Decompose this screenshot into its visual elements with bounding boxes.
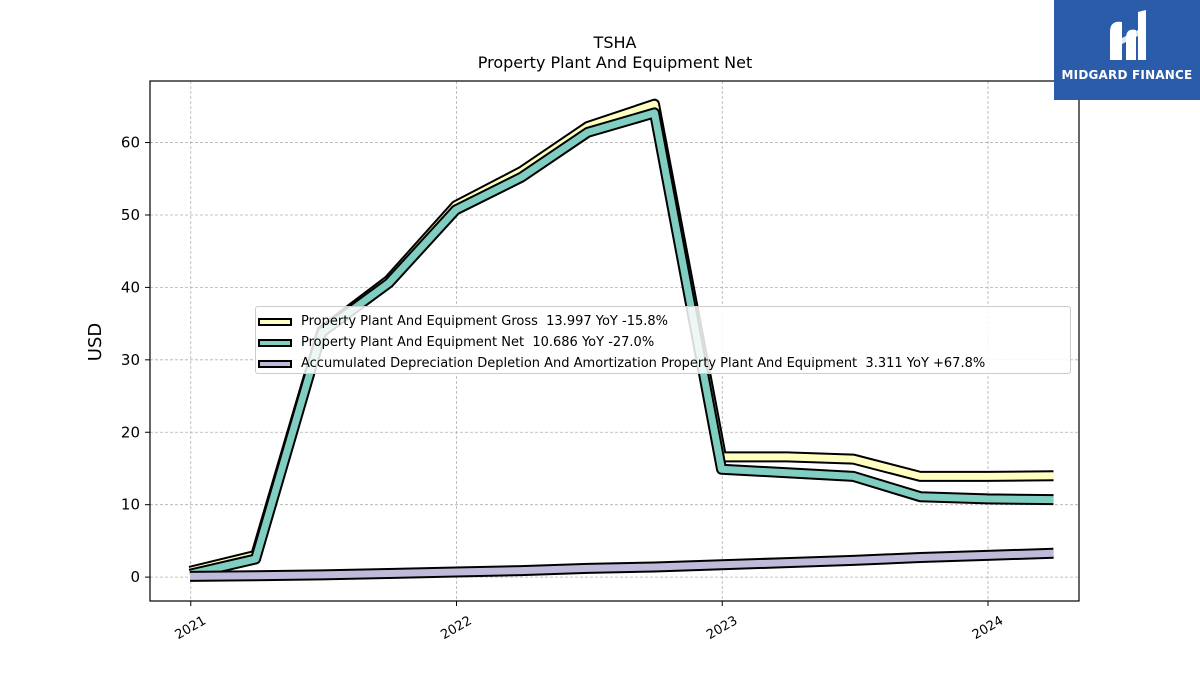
midgard-logo-mark-icon	[1110, 10, 1146, 60]
chart-subtitle: Property Plant And Equipment Net	[478, 53, 753, 72]
chart-title: TSHA	[593, 33, 637, 52]
y-tick-label: 20	[121, 423, 140, 441]
plot-frame	[149, 80, 1080, 602]
midgard-finance-logo: MIDGARD FINANCE	[1054, 0, 1200, 100]
x-tick-label: 2021	[173, 613, 209, 643]
legend-swatch-depreciation	[258, 359, 292, 368]
y-tick-label: 50	[121, 206, 140, 224]
y-axis-label: USD	[85, 323, 106, 361]
legend-item-net: Property Plant And Equipment Net 10.686 …	[256, 332, 1070, 353]
legend-swatch-gross	[258, 317, 292, 326]
x-tick-label: 2024	[970, 613, 1006, 643]
y-tick-label: 60	[121, 134, 140, 152]
legend-item-gross: Property Plant And Equipment Gross 13.99…	[256, 311, 1070, 332]
y-tick-label: 10	[121, 496, 140, 514]
y-axis: 0 10 20 30 40 50 60	[121, 134, 150, 586]
x-tick-label: 2023	[704, 613, 740, 643]
legend-label-depreciation: Accumulated Depreciation Depletion And A…	[301, 356, 986, 371]
y-tick-label: 30	[121, 351, 140, 369]
logo-text: MIDGARD FINANCE	[1061, 68, 1193, 82]
x-tick-label: 2022	[438, 613, 474, 643]
y-tick-label: 40	[121, 278, 140, 296]
series-2-line	[189, 549, 1054, 580]
chart-legend: Property Plant And Equipment Gross 13.99…	[255, 306, 1071, 374]
y-tick-label: 0	[130, 568, 140, 586]
legend-label-net: Property Plant And Equipment Net 10.686 …	[301, 335, 655, 350]
legend-label-gross: Property Plant And Equipment Gross 13.99…	[301, 314, 668, 329]
legend-swatch-net	[258, 338, 292, 347]
legend-item-depreciation: Accumulated Depreciation Depletion And A…	[256, 353, 1070, 374]
x-axis: 2021 2022 2023 2024	[173, 601, 1006, 643]
